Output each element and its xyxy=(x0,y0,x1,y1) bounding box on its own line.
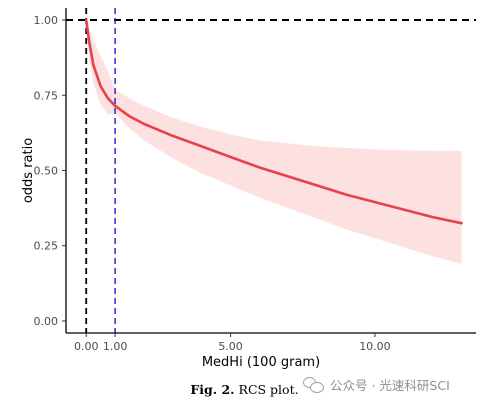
y-tick-label: 0.50 xyxy=(34,165,59,178)
y-tick-label: 0.75 xyxy=(34,89,59,102)
x-tick-label: 0.00 xyxy=(74,340,99,353)
odds-ratio-curve xyxy=(84,18,463,225)
x-tick-label: 5.00 xyxy=(218,340,243,353)
axes-layer: 0.00 0.25 0.50 0.75 1.00 0.00 1.00 5.00 10.00 xyxy=(34,8,476,353)
rcs-chart: 0.00 0.25 0.50 0.75 1.00 0.00 1.00 5.00 10.00 od… xyxy=(21,8,476,370)
series-line-layer xyxy=(84,18,463,225)
wechat-icon xyxy=(303,376,325,394)
confidence-band xyxy=(86,20,462,264)
caption-text: RCS plot. xyxy=(238,382,299,397)
watermark: 公众号 · 光速科研SCI xyxy=(303,375,450,394)
x-axis-title: MedHi (100 gram) xyxy=(202,355,320,370)
reference-lines-layer xyxy=(66,8,476,333)
confidence-band-layer xyxy=(86,20,462,264)
y-tick-label: 1.00 xyxy=(34,14,59,27)
x-tick-label: 10.00 xyxy=(359,340,391,353)
figure-caption: Fig. 2. RCS plot. xyxy=(0,382,489,397)
x-tick-label: 1.00 xyxy=(103,340,128,353)
y-tick-label: 0.00 xyxy=(34,315,59,328)
y-axis-title: odds ratio xyxy=(21,138,36,203)
y-tick-label: 0.25 xyxy=(34,240,59,253)
watermark-text: 公众号 · 光速科研SCI xyxy=(330,378,450,393)
caption-label: Fig. 2. xyxy=(190,382,235,397)
